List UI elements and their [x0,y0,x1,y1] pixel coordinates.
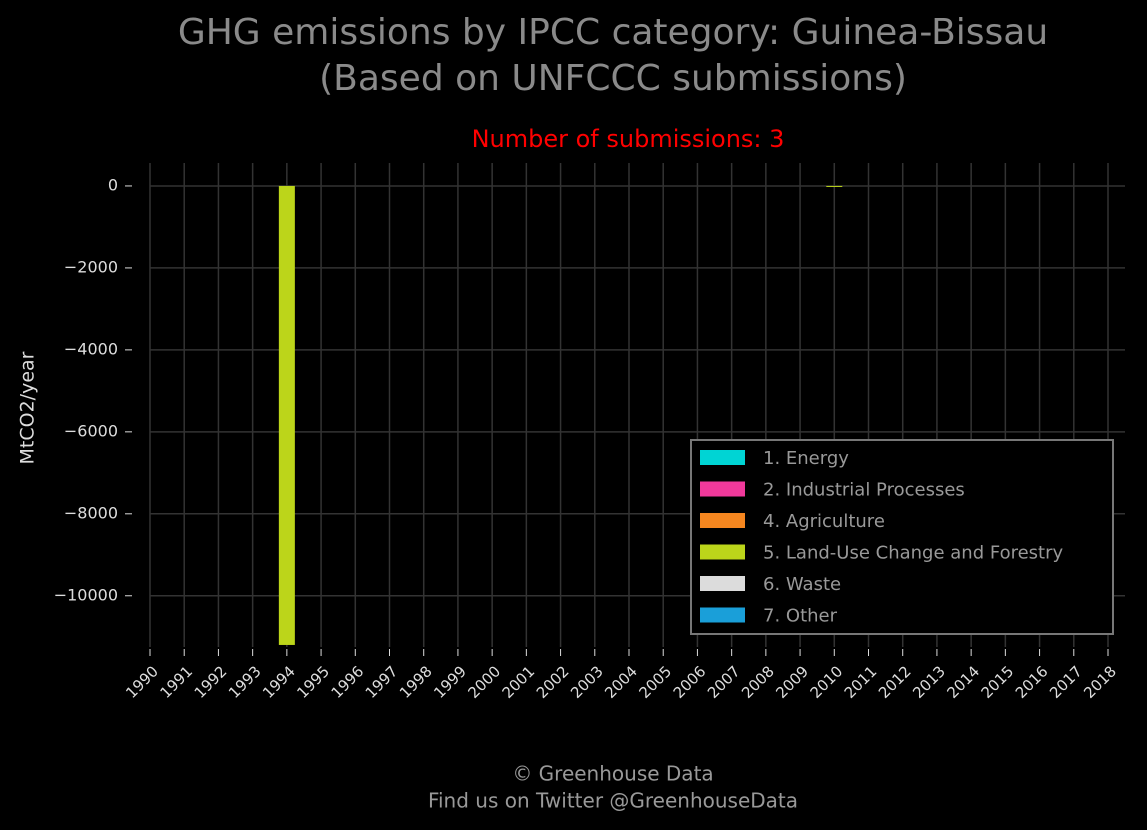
bar [278,185,295,645]
legend-swatch [700,450,745,465]
y-tick-label: −10000 [54,585,118,604]
footer: © Greenhouse Data [512,762,713,786]
legend-box [690,439,1114,635]
legend-swatch [700,576,745,591]
y-tick-label: −4000 [64,339,118,358]
legend-swatch [700,513,745,528]
legend-label: 5. Land-Use Change and Forestry [763,543,1063,564]
legend-label: 6. Waste [763,574,841,595]
legend-swatch [700,607,745,623]
legend-swatch [700,544,745,560]
y-tick-label: −8000 [64,503,118,522]
y-axis-label: MtCO2/year [17,351,39,464]
chart-title: GHG emissions by IPCC category: Guinea-B… [178,12,1048,53]
legend-label: 1. Energy [763,448,849,469]
footer: Find us on Twitter @GreenhouseData [428,789,798,813]
legend-label: 4. Agriculture [763,511,885,532]
y-tick-label: −2000 [64,257,118,276]
legend-label: 7. Other [763,606,838,627]
y-tick-label: −6000 [64,421,118,440]
legend-label: 2. Industrial Processes [763,480,965,501]
bar [826,185,843,187]
chart-title: (Based on UNFCCC submissions) [319,58,907,99]
subtitle: Number of submissions: 3 [472,125,785,153]
y-tick-label: 0 [108,175,118,194]
legend-swatch [700,481,745,497]
